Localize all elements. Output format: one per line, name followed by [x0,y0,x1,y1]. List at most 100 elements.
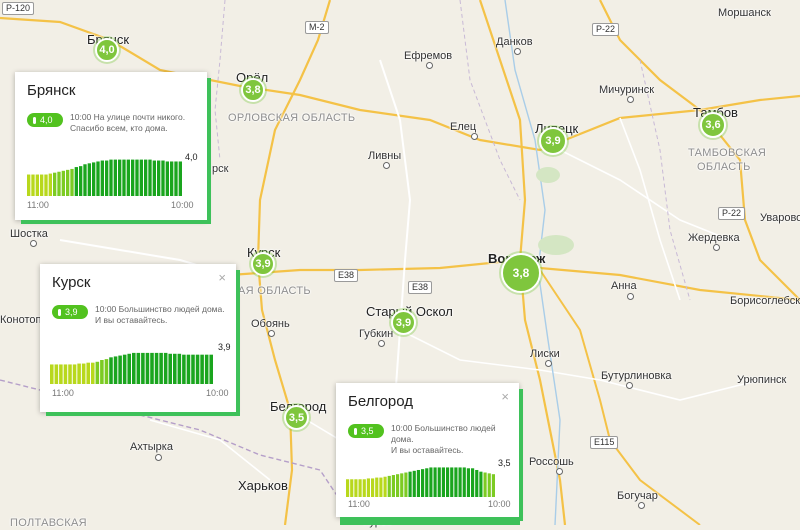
index-card-belgorod[interactable]: Белгород × 3,5 10:00 Большинство людей д… [336,383,523,521]
city-label: Шостка [10,228,48,240]
chart-bar [63,364,68,384]
chart-bar [57,171,61,196]
time-end: 10:00 [171,200,194,210]
region-label: АЯ ОБЛАСТЬ [238,285,311,297]
chart-bar [131,159,135,196]
chart-bar [141,352,145,384]
index-marker-kursk[interactable]: 3,9 [251,252,275,276]
chart-bar [113,356,118,384]
time-start: 11:00 [52,388,74,398]
chart-bar [170,161,174,196]
chart-bar [77,363,81,384]
chart-bar [48,173,52,196]
chart-bar [491,474,495,497]
close-icon[interactable]: × [218,270,226,285]
marker-value: 3,5 [288,411,305,424]
road-shield: Р-22 [718,207,746,220]
card-accent [21,220,211,224]
current-value: 4,0 [185,152,198,162]
chart-bar [68,364,72,384]
chart-bar [150,352,154,384]
city-label: Харьков [238,478,288,493]
index-marker-stary-oskol[interactable]: 3,9 [391,310,416,335]
chart-bar [109,357,113,384]
marker-value: 3,6 [705,119,721,131]
city-label: Мичуринск [599,84,655,96]
chart-bar [74,167,78,196]
city-dot [556,468,563,475]
chart-bar [204,354,209,384]
chart-bar [50,364,54,384]
city-label: Обоянь [251,318,290,330]
chart-bar [104,359,109,384]
road-shield: Р-22 [592,23,620,36]
chart-bar [375,477,379,497]
city-dot [426,62,433,69]
city-label: Уварово [760,212,800,224]
chart-bar [122,159,126,196]
chart-bar [387,475,391,497]
chart-bar [458,467,462,497]
chart-bar [122,354,127,384]
index-bar-chart [50,352,213,384]
index-card-kursk[interactable]: Курск × 3,9 10:00 Большинство людей дома… [40,264,240,416]
index-marker-belgorod[interactable]: 3,5 [284,405,309,430]
marker-value: 3,8 [245,84,261,96]
marker-value: 3,8 [512,266,530,280]
region-label: ОРЛОВСКАЯ ОБЛАСТЬ [228,112,356,124]
index-marker-bryansk[interactable]: 4,0 [95,38,119,62]
time-end: 10:00 [488,499,511,509]
chart-bar [186,354,191,384]
city-label: Анна [611,280,637,292]
index-marker-voronezh[interactable]: 3,8 [501,253,541,293]
card-accent [519,389,523,521]
chart-bar [168,353,172,384]
chart-bar [178,161,182,196]
city-dot [713,244,720,251]
chart-bar [358,479,362,497]
chart-bar [177,353,182,384]
close-icon[interactable]: × [501,389,509,404]
chart-bar [70,168,74,196]
chart-bar [66,169,70,196]
chart-bar [31,174,35,196]
city-label: Елец [450,121,477,133]
pin-icon [58,309,61,316]
chart-bar [366,478,370,497]
chart-bar [462,467,466,497]
chart-bar [126,159,130,196]
chart-bar [200,354,204,384]
card-message: 10:00 На улице почти никого. Спасибо всем… [70,112,185,134]
chart-bar [161,160,165,196]
chart-bar [191,354,195,384]
chart-bar [479,471,483,497]
chart-bar [425,468,429,497]
city-label: Конотоп [0,314,42,326]
chart-bar [371,478,375,497]
chart-bar [454,467,458,497]
index-marker-lipetsk[interactable]: 3,9 [539,127,567,155]
chart-bar [450,467,454,497]
index-card-bryansk[interactable]: Брянск 4,0 10:00 На улице почти никого. С… [15,72,211,224]
index-marker-tambov[interactable]: 3,6 [700,112,726,138]
city-dot [268,330,275,337]
chart-bar [408,471,412,497]
current-value: 3,9 [218,342,231,352]
message-line: Спасибо всем, кто дома. [70,123,168,133]
chart-bar [471,468,475,497]
chart-bar [466,468,470,497]
chart-bar [59,364,63,384]
city-label: Россошь [529,456,574,468]
time-start: 11:00 [27,200,49,210]
city-label: Ахтырка [130,441,173,453]
region-label: ПОЛТАВСКАЯ [10,517,87,529]
chart-bar [396,474,400,497]
city-label: Бутурлиновка [601,370,672,382]
chart-bar [95,361,100,384]
chart-bar [433,467,437,497]
index-marker-orel[interactable]: 3,8 [241,78,265,102]
city-label: Ефремов [404,50,453,62]
chart-bar [416,469,420,497]
message-line: 10:00 Большинство людей дома. [95,304,225,314]
